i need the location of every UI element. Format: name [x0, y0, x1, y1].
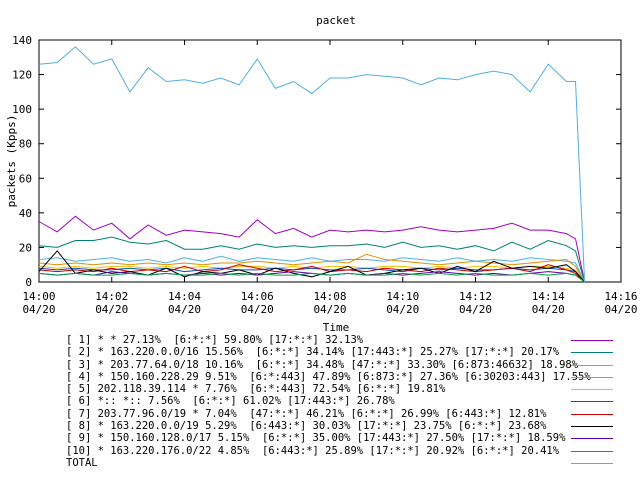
legend-swatch: [571, 450, 613, 452]
legend-entry: [ 4] * 150.160.228.29 9.51% [6:*:443] 47…: [66, 371, 626, 383]
legend-label: [ 9] * 150.160.128.0/17 5.15% [6:*:*] 35…: [66, 432, 566, 445]
x-tick-time: 14:00: [22, 290, 55, 303]
legend-label: [ 1] * * 27.13% [6:*:*] 59.80% [17:*:*] …: [66, 334, 364, 346]
x-tick-time: 14:12: [459, 290, 492, 303]
legend-label: [ 3] * 203.77.64.0/18 10.16% [6:*:*] 34.…: [66, 358, 579, 371]
legend: [ 1] * * 27.13% [6:*:*] 59.80% [17:*:*] …: [66, 334, 626, 469]
x-tick-date: 04/20: [313, 303, 346, 316]
x-tick-date: 04/20: [459, 303, 492, 316]
x-tick-date: 04/20: [168, 303, 201, 316]
series-line: [38, 236, 586, 283]
series-lines: [38, 46, 586, 283]
legend-label: TOTAL: [66, 456, 98, 469]
series-line: [38, 272, 585, 283]
x-tick-date: 04/20: [604, 303, 637, 316]
legend-entry: [ 3] * 203.77.64.0/18 10.16% [6:*:*] 34.…: [66, 359, 626, 371]
series-line: [38, 253, 586, 283]
y-tick-label: 20: [19, 241, 32, 254]
y-tick-label: 80: [19, 138, 32, 151]
series-line: [38, 264, 585, 283]
series-line: [38, 46, 586, 283]
legend-swatch: [571, 426, 613, 428]
series-line: [38, 255, 586, 283]
x-tick-time: 14:04: [168, 290, 201, 303]
legend-label: [ 8] * 163.220.0.0/19 5.29% [6:443:*] 30…: [66, 420, 547, 433]
x-tick-date: 04/20: [22, 303, 55, 316]
y-tick-label: 0: [25, 276, 32, 289]
legend-swatch: [571, 438, 613, 440]
x-tick-time: 14:14: [532, 290, 565, 303]
legend-swatch: [571, 462, 613, 464]
y-tick-label: 40: [19, 207, 32, 220]
x-tick-date: 04/20: [241, 303, 274, 316]
series-line: [38, 215, 586, 283]
legend-entry: [10] * 163.220.176.0/22 4.85% [6:443:*] …: [66, 445, 626, 457]
legend-label: [ 6] *:: *:: 7.56% [6:*:*] 61.02% [17:44…: [66, 395, 395, 408]
y-axis-label: packets (Kpps): [5, 115, 18, 208]
x-tick-date: 04/20: [532, 303, 565, 316]
legend-entry: [ 9] * 150.160.128.0/17 5.15% [6:*:*] 35…: [66, 432, 626, 444]
legend-swatch: [571, 389, 613, 391]
legend-swatch: [571, 340, 613, 341]
legend-entry: [ 7] 203.77.96.0/19 * 7.04% [47:*:*] 46.…: [66, 408, 626, 420]
legend-entry: TOTAL: [66, 457, 626, 469]
x-tick-time: 14:06: [241, 290, 274, 303]
y-tick-label: 100: [12, 103, 32, 116]
legend-label: [ 5] 202.118.39.114 * 7.76% [6:*:443] 72…: [66, 383, 446, 396]
legend-swatch: [571, 401, 613, 403]
x-tick-date: 04/20: [386, 303, 419, 316]
legend-entry: [ 2] * 163.220.0.0/16 15.56% [6:*:*] 34.…: [66, 346, 626, 358]
chart-title: packet: [316, 14, 356, 27]
series-line: [38, 265, 585, 283]
legend-swatch: [571, 413, 613, 415]
legend-entry: [ 1] * * 27.13% [6:*:*] 59.80% [17:*:*] …: [66, 334, 626, 346]
legend-label: [10] * 163.220.176.0/22 4.85% [6:443:*] …: [66, 444, 560, 457]
y-tick-label: 120: [12, 69, 32, 82]
y-tick-label: 60: [19, 172, 32, 185]
x-tick-time: 14:02: [95, 290, 128, 303]
legend-label: [ 4] * 150.160.228.29 9.51% [6:*:443] 47…: [66, 370, 591, 383]
legend-swatch: [571, 376, 613, 378]
y-axis: 0 20 40 60 80 100 120 140: [12, 34, 621, 289]
legend-swatch: [571, 352, 613, 354]
x-axis-label: Time: [323, 321, 350, 334]
x-tick-time: 14:16: [604, 290, 637, 303]
legend-label: [ 7] 203.77.96.0/19 * 7.04% [47:*:*] 46.…: [66, 407, 547, 420]
y-tick-label: 140: [12, 34, 32, 47]
legend-entry: [ 8] * 163.220.0.0/19 5.29% [6:443:*] 30…: [66, 420, 626, 432]
legend-label: [ 2] * 163.220.0.0/16 15.56% [6:*:*] 34.…: [66, 346, 560, 359]
x-axis: 14:0004/2014:0204/2014:0404/2014:0604/20…: [22, 40, 638, 316]
x-tick-date: 04/20: [95, 303, 128, 316]
legend-entry: [ 5] 202.118.39.114 * 7.76% [6:*:443] 72…: [66, 383, 626, 395]
x-tick-time: 14:08: [313, 290, 346, 303]
legend-entry: [ 6] *:: *:: 7.56% [6:*:*] 61.02% [17:44…: [66, 395, 626, 407]
x-tick-time: 14:10: [386, 290, 419, 303]
legend-swatch: [571, 364, 613, 366]
